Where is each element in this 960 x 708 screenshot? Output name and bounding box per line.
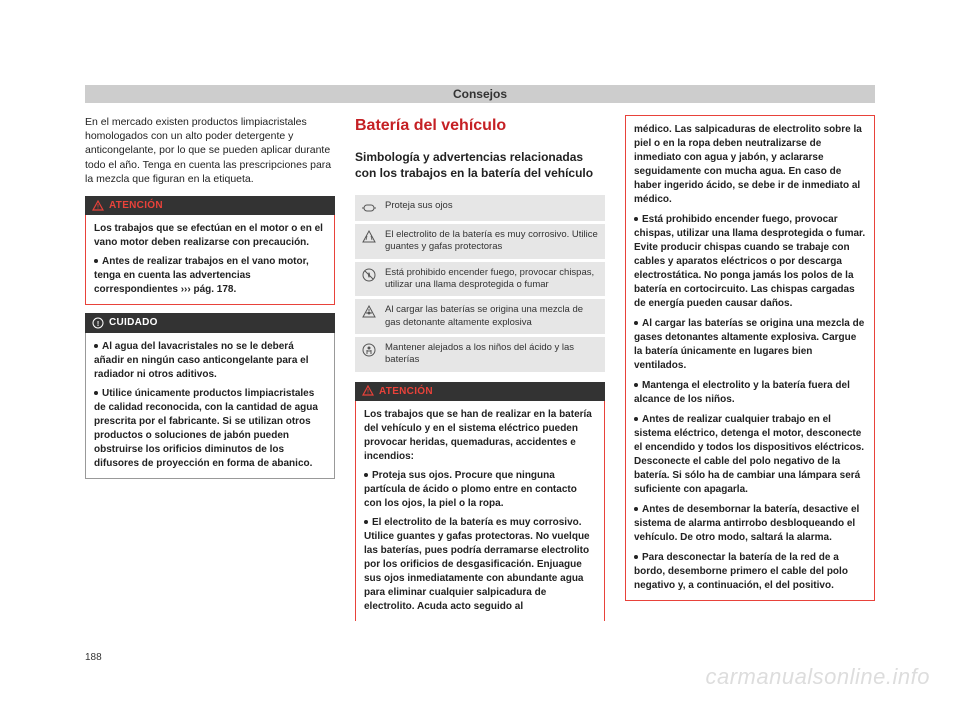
atencion-p2: Antes de realizar trabajos en el vano mo… (94, 255, 326, 297)
manual-page: Consejos En el mercado existen productos… (0, 0, 960, 649)
atencion-title: ATENCIÓN (109, 199, 163, 213)
col3-p4: Mantenga el electrolito y la batería fue… (634, 379, 866, 407)
bullet-icon (634, 217, 638, 221)
symbol-text: El electrolito de la batería es muy corr… (385, 229, 599, 254)
svg-text:!: ! (97, 321, 99, 328)
svg-text:!: ! (367, 390, 369, 396)
bullet-icon (364, 520, 368, 524)
corrosive-icon (361, 229, 377, 245)
p6-text: Antes de desembornar la batería, desacti… (634, 504, 859, 543)
subsection-title: Simbología y advertencias relacionadas c… (355, 149, 605, 181)
bullet-icon (634, 383, 638, 387)
symbol-row-children: Mantener alejados a los niños del ácido … (355, 337, 605, 372)
bullet-icon (94, 391, 98, 395)
svg-text:!: ! (97, 204, 99, 210)
watermark: carmanualsonline.info (705, 664, 930, 690)
atencion-box: ! ATENCIÓN Los trabajos que se efectúan … (85, 196, 335, 306)
symbol-row-explosive: Al cargar las baterías se origina una me… (355, 299, 605, 334)
no-fire-icon (361, 267, 377, 283)
col3-p1: médico. Las salpicaduras de electrolito … (634, 123, 866, 207)
warning-triangle-icon: ! (92, 200, 104, 212)
symbol-row-corrosive: El electrolito de la batería es muy corr… (355, 224, 605, 259)
atencion-title: ATENCIÓN (379, 385, 433, 399)
atencion2-p2: Proteja sus ojos. Procure que ninguna pa… (364, 469, 596, 511)
warning-triangle-icon: ! (362, 385, 374, 397)
bullet-icon (634, 417, 638, 421)
atencion-continued: médico. Las salpicaduras de electrolito … (625, 115, 875, 601)
symbol-text: Proteja sus ojos (385, 200, 599, 212)
atencion-body: Los trabajos que se han de realizar en l… (355, 401, 605, 621)
symbol-row-nofire: Está prohibido encender fuego, provocar … (355, 262, 605, 297)
column-1: En el mercado existen productos limpiacr… (85, 115, 335, 629)
symbol-row-eyes: Proteja sus ojos (355, 195, 605, 221)
page-number: 188 (85, 652, 102, 663)
explosive-icon (361, 304, 377, 320)
col3-p5: Antes de realizar cualquier trabajo en e… (634, 413, 866, 497)
atencion-box-2: ! ATENCIÓN Los trabajos que se han de re… (355, 382, 605, 622)
atencion2-p1: Los trabajos que se han de realizar en l… (364, 408, 596, 464)
page-ref: ››› pág. 178 (181, 284, 234, 295)
atencion-body: Los trabajos que se efectúan en el motor… (85, 215, 335, 305)
section-header: Consejos (85, 85, 875, 103)
cuidado-header: ! CUIDADO (85, 313, 335, 333)
cuidado-p1-text: Al agua del lavacristales no se le deber… (94, 341, 309, 380)
atencion-header: ! ATENCIÓN (85, 196, 335, 216)
atencion-p1: Los trabajos que se efectúan en el motor… (94, 222, 326, 250)
keep-away-children-icon (361, 342, 377, 358)
p7-text: Para desconectar la batería de la red de… (634, 552, 848, 591)
col3-p3: Al cargar las baterías se origina una me… (634, 317, 866, 373)
symbol-text: Al cargar las baterías se origina una me… (385, 304, 599, 329)
p2-text: Está prohibido encender fuego, provocar … (634, 214, 865, 309)
p4-text: Mantenga el electrolito y la batería fue… (634, 380, 850, 405)
cuidado-p2: Utilice únicamente productos limpiacrist… (94, 387, 326, 471)
cuidado-title: CUIDADO (109, 316, 158, 330)
cuidado-box: ! CUIDADO Al agua del lavacristales no s… (85, 313, 335, 479)
bullet-icon (94, 259, 98, 263)
eye-protection-icon (361, 200, 377, 216)
bullet-icon (634, 507, 638, 511)
cuidado-p2-text: Utilice únicamente productos limpiacrist… (94, 388, 318, 469)
column-2: Batería del vehículo Simbología y advert… (355, 115, 605, 629)
atencion-header: ! ATENCIÓN (355, 382, 605, 402)
info-circle-icon: ! (92, 317, 104, 329)
p3-text: Al cargar las baterías se origina una me… (634, 318, 864, 371)
symbol-text: Mantener alejados a los niños del ácido … (385, 342, 599, 367)
bullet-icon (634, 321, 638, 325)
bullet-icon (634, 555, 638, 559)
col3-p6: Antes de desembornar la batería, desacti… (634, 503, 866, 545)
col3-p2: Está prohibido encender fuego, provocar … (634, 213, 866, 311)
p2-suffix: . (234, 284, 237, 295)
cuidado-body: Al agua del lavacristales no se le deber… (85, 333, 335, 479)
p2-text: Proteja sus ojos. Procure que ninguna pa… (364, 470, 577, 509)
intro-paragraph: En el mercado existen productos limpiacr… (85, 115, 335, 186)
cuidado-p1: Al agua del lavacristales no se le deber… (94, 340, 326, 382)
bullet-icon (364, 473, 368, 477)
section-title: Batería del vehículo (355, 115, 605, 137)
column-3: médico. Las salpicaduras de electrolito … (625, 115, 875, 629)
p3-text: El electrolito de la batería es muy corr… (364, 517, 590, 612)
content-columns: En el mercado existen productos limpiacr… (85, 115, 875, 629)
symbol-text: Está prohibido encender fuego, provocar … (385, 267, 599, 292)
p5-text: Antes de realizar cualquier trabajo en e… (634, 414, 864, 495)
col3-p7: Para desconectar la batería de la red de… (634, 551, 866, 593)
bullet-icon (94, 344, 98, 348)
atencion2-p3: El electrolito de la batería es muy corr… (364, 516, 596, 614)
